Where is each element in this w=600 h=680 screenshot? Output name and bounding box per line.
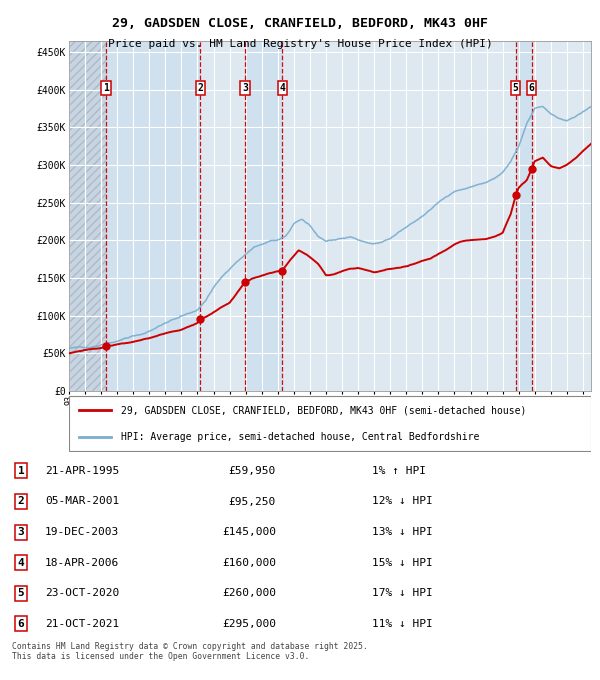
- Text: £145,000: £145,000: [222, 527, 276, 537]
- Text: 18-APR-2006: 18-APR-2006: [45, 558, 119, 568]
- FancyBboxPatch shape: [69, 396, 591, 451]
- Text: 6: 6: [529, 83, 535, 93]
- Text: 3: 3: [242, 83, 248, 93]
- Text: 29, GADSDEN CLOSE, CRANFIELD, BEDFORD, MK43 0HF: 29, GADSDEN CLOSE, CRANFIELD, BEDFORD, M…: [112, 17, 488, 30]
- Text: 2: 2: [197, 83, 203, 93]
- Text: 1% ↑ HPI: 1% ↑ HPI: [372, 466, 426, 476]
- Text: £95,250: £95,250: [229, 496, 276, 507]
- Text: 13% ↓ HPI: 13% ↓ HPI: [372, 527, 433, 537]
- Text: £160,000: £160,000: [222, 558, 276, 568]
- Bar: [106, 41, 200, 391]
- Text: £260,000: £260,000: [222, 588, 276, 598]
- Text: This data is licensed under the Open Government Licence v3.0.: This data is licensed under the Open Gov…: [12, 652, 310, 661]
- Text: 21-OCT-2021: 21-OCT-2021: [45, 619, 119, 629]
- Text: Price paid vs. HM Land Registry's House Price Index (HPI): Price paid vs. HM Land Registry's House …: [107, 39, 493, 49]
- Bar: [69, 41, 106, 391]
- Text: 05-MAR-2001: 05-MAR-2001: [45, 496, 119, 507]
- Text: Contains HM Land Registry data © Crown copyright and database right 2025.: Contains HM Land Registry data © Crown c…: [12, 643, 368, 651]
- Text: 1: 1: [103, 83, 109, 93]
- Text: 29, GADSDEN CLOSE, CRANFIELD, BEDFORD, MK43 0HF (semi-detached house): 29, GADSDEN CLOSE, CRANFIELD, BEDFORD, M…: [121, 405, 527, 415]
- Text: HPI: Average price, semi-detached house, Central Bedfordshire: HPI: Average price, semi-detached house,…: [121, 432, 479, 441]
- Bar: [245, 41, 283, 391]
- Text: £295,000: £295,000: [222, 619, 276, 629]
- Text: 4: 4: [280, 83, 286, 93]
- Text: 21-APR-1995: 21-APR-1995: [45, 466, 119, 476]
- Text: 2: 2: [17, 496, 25, 507]
- Bar: [515, 41, 532, 391]
- Text: 5: 5: [513, 83, 518, 93]
- Text: 17% ↓ HPI: 17% ↓ HPI: [372, 588, 433, 598]
- Text: 15% ↓ HPI: 15% ↓ HPI: [372, 558, 433, 568]
- Text: 23-OCT-2020: 23-OCT-2020: [45, 588, 119, 598]
- Text: 4: 4: [17, 558, 25, 568]
- Text: £59,950: £59,950: [229, 466, 276, 476]
- Text: 1: 1: [17, 466, 25, 476]
- Text: 3: 3: [17, 527, 25, 537]
- Text: 11% ↓ HPI: 11% ↓ HPI: [372, 619, 433, 629]
- Text: 6: 6: [17, 619, 25, 629]
- Text: 19-DEC-2003: 19-DEC-2003: [45, 527, 119, 537]
- Text: 12% ↓ HPI: 12% ↓ HPI: [372, 496, 433, 507]
- Text: 5: 5: [17, 588, 25, 598]
